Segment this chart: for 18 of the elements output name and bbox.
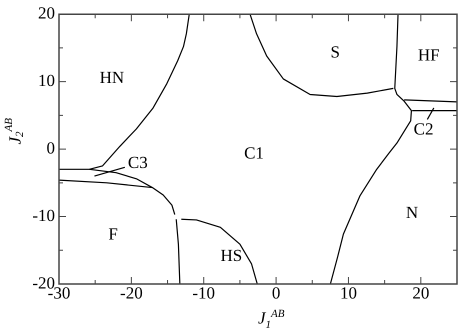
annotation: F xyxy=(108,224,118,244)
annotation: C1 xyxy=(244,143,264,162)
annotation: C2 xyxy=(414,120,434,139)
annotation: HS xyxy=(220,246,242,265)
x-tick-label: -10 xyxy=(192,284,216,303)
x-tick-label: 0 xyxy=(272,284,280,303)
x-tick-label: -20 xyxy=(120,284,143,303)
y-tick-label: 10 xyxy=(38,71,55,90)
y-tick-label: -10 xyxy=(32,206,55,226)
annotation: HF xyxy=(418,45,440,64)
annotation: HN xyxy=(100,68,124,87)
x-tick-label: 20 xyxy=(412,284,430,303)
y-tick-label: 0 xyxy=(46,138,55,158)
annotation: N xyxy=(406,202,418,222)
annotation: C3 xyxy=(128,152,148,172)
y-tick-label: 20 xyxy=(38,4,55,23)
x-tick-label: 10 xyxy=(340,284,357,303)
annotation: S xyxy=(330,42,340,62)
